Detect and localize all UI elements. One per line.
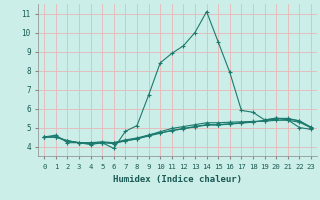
X-axis label: Humidex (Indice chaleur): Humidex (Indice chaleur)	[113, 175, 242, 184]
